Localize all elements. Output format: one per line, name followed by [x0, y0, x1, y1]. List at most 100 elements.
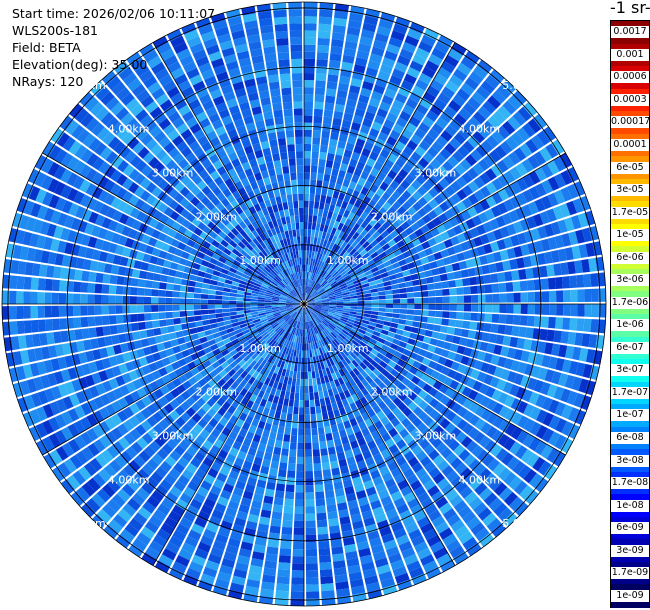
beam-gate	[378, 307, 386, 312]
beam-gate	[221, 349, 230, 357]
beam-gate	[292, 334, 296, 343]
beam-gate	[69, 341, 79, 354]
beam-gate	[184, 134, 197, 146]
beam-gate	[471, 215, 483, 227]
beam-gate	[53, 266, 62, 279]
beam-gate	[306, 584, 320, 592]
beam-gate	[277, 256, 283, 264]
beam-gate	[243, 246, 251, 254]
beam-gate	[295, 222, 300, 230]
beam-gate	[523, 403, 535, 417]
beam-gate	[223, 235, 233, 244]
beam-gate	[413, 309, 422, 316]
beam-gate	[339, 258, 347, 266]
beam-gate	[229, 447, 239, 457]
beam-gate	[271, 349, 278, 357]
beam-gate	[242, 490, 254, 500]
beam-gate	[256, 179, 265, 188]
beam-gate	[227, 331, 236, 338]
beam-gate	[409, 332, 418, 340]
beam-gate	[548, 415, 561, 430]
beam-gate	[319, 441, 327, 449]
beam-gate	[281, 526, 293, 535]
beam-gate	[387, 153, 398, 164]
beam-gate	[345, 142, 355, 152]
beam-gate	[170, 339, 179, 347]
beam-gate	[210, 485, 222, 496]
beam-gate	[513, 480, 528, 496]
beam-gate	[420, 522, 434, 535]
beam-gate	[327, 325, 334, 332]
beam-gate	[286, 299, 294, 302]
beam-gate	[360, 279, 369, 285]
beam-gate	[369, 128, 380, 138]
beam-gate	[551, 343, 561, 357]
beam-gate	[427, 146, 439, 158]
beam-gate	[321, 270, 327, 278]
beam-gate	[70, 491, 85, 507]
beam-gate	[183, 574, 199, 586]
beam-gate	[75, 390, 87, 404]
beam-gate	[285, 260, 290, 268]
beam-gate	[163, 259, 172, 269]
beam-gate	[16, 291, 24, 304]
beam-gate	[214, 502, 227, 514]
beam-gate	[195, 87, 209, 99]
beam-gate	[553, 386, 565, 401]
beam-gate	[498, 487, 513, 502]
beam-gate	[220, 268, 229, 275]
beam-gate	[236, 297, 244, 301]
beam-gate	[315, 267, 320, 275]
beam-gate	[293, 108, 303, 116]
beam-gate	[274, 366, 280, 374]
beam-gate	[175, 523, 190, 536]
beam-gate	[364, 418, 374, 428]
beam-gate	[168, 269, 177, 277]
beam-gate	[413, 285, 421, 292]
beam-gate	[260, 465, 270, 475]
beam-gate	[519, 315, 528, 326]
beam-gate	[473, 502, 488, 516]
beam-gate	[332, 161, 341, 170]
beam-gate	[582, 363, 593, 379]
beam-gate	[293, 207, 299, 216]
beam-gate	[307, 287, 312, 294]
beam-gate	[461, 171, 473, 184]
beam-gate	[191, 554, 206, 567]
beam-gate	[375, 364, 385, 373]
beam-gate	[384, 316, 393, 322]
beam-gate	[261, 342, 269, 350]
beam-gate	[279, 296, 287, 300]
beam-gate	[364, 434, 374, 444]
beam-gate	[439, 502, 453, 515]
beam-gate	[263, 111, 274, 120]
beam-gate	[377, 315, 386, 321]
beam-gate	[417, 185, 428, 197]
beam-gate	[331, 372, 338, 381]
beam-gate	[546, 208, 557, 223]
beam-gate	[274, 388, 281, 397]
beam-gate	[287, 259, 292, 268]
beam-gate	[164, 105, 177, 118]
beam-gate	[267, 539, 280, 548]
beam-gate	[178, 374, 188, 384]
beam-gate	[222, 373, 231, 383]
beam-gate	[29, 362, 40, 377]
beam-gate	[271, 95, 282, 104]
beam-gate	[358, 421, 368, 431]
beam-gate	[35, 422, 48, 438]
beam-gate	[143, 75, 158, 89]
beam-gate	[397, 324, 406, 331]
beam-gate	[307, 301, 315, 304]
beam-gate	[267, 371, 274, 379]
beam-gate	[315, 406, 322, 414]
beam-gate	[252, 387, 261, 397]
beam-gate	[332, 318, 340, 324]
beam-gate	[234, 328, 243, 335]
beam-gate	[447, 48, 463, 62]
beam-gate	[385, 294, 393, 300]
beam-gate	[259, 224, 267, 233]
beam-gate	[23, 306, 31, 319]
beam-gate	[483, 492, 498, 506]
beam-gate	[210, 323, 218, 329]
